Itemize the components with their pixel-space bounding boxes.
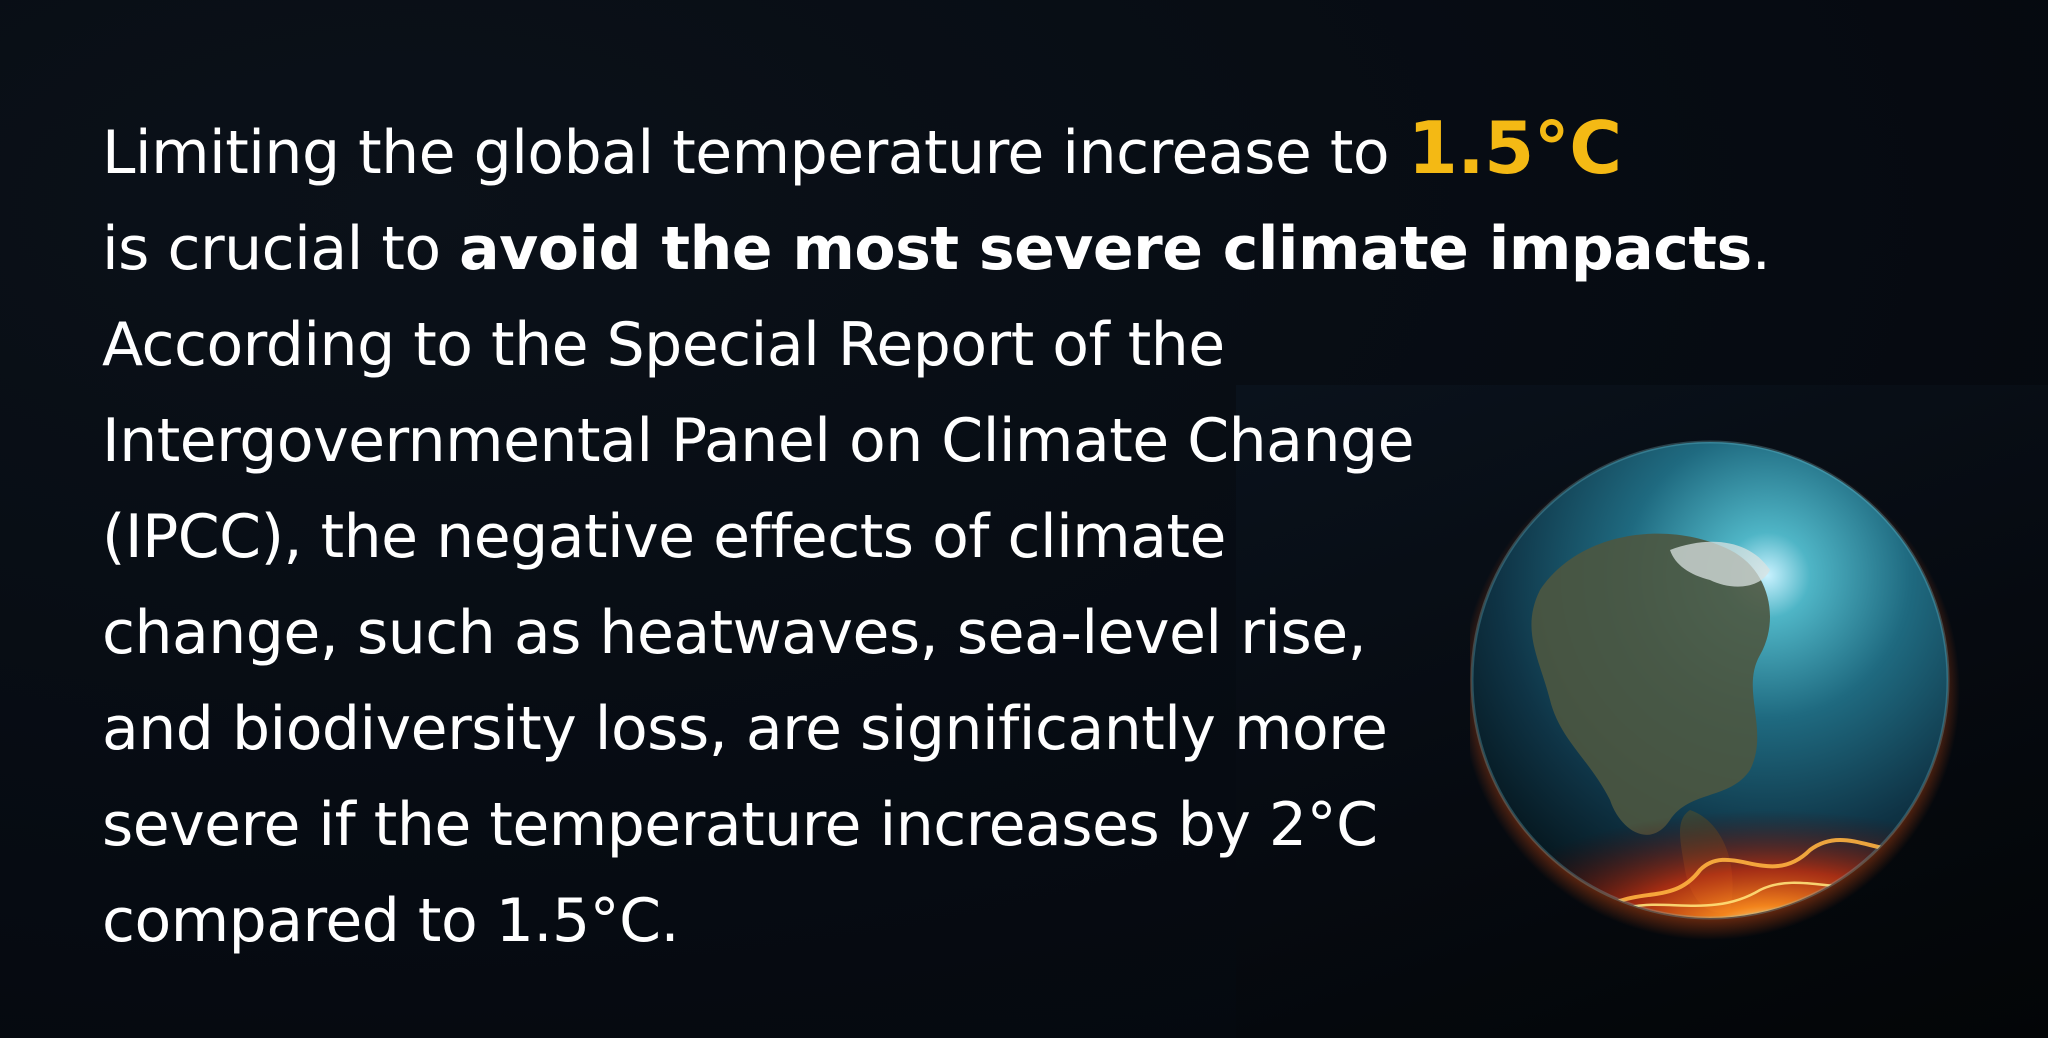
emphasis-text: avoid the most severe climate impacts <box>459 214 1752 284</box>
intro-text: Limiting the global temperature increase… <box>102 118 1408 188</box>
paragraph-line-1: Limiting the global temperature increase… <box>102 100 1802 201</box>
paragraph-line-6: change, such as heatwaves, sea-level ris… <box>102 598 1367 668</box>
burning-earth-image <box>1470 440 1970 940</box>
paragraph-line-8: severe if the temperature increases by 2… <box>102 790 1378 860</box>
period-text: . <box>1751 214 1771 284</box>
paragraph-line-2: is crucial to avoid the most severe clim… <box>102 201 1802 297</box>
paragraph-line-3: According to the Special Report of the <box>102 310 1225 380</box>
climate-paragraph: Limiting the global temperature increase… <box>102 100 1802 969</box>
crucial-text: is crucial to <box>102 214 460 284</box>
paragraph-line-9: compared to 1.5°C. <box>102 886 680 956</box>
paragraph-line-7: and biodiversity loss, are significantly… <box>102 694 1388 764</box>
paragraph-line-5: (IPCC), the negative effects of climate <box>102 502 1226 572</box>
temperature-highlight: 1.5°C <box>1407 106 1622 190</box>
paragraph-line-4: Intergovernmental Panel on Climate Chang… <box>102 406 1414 476</box>
